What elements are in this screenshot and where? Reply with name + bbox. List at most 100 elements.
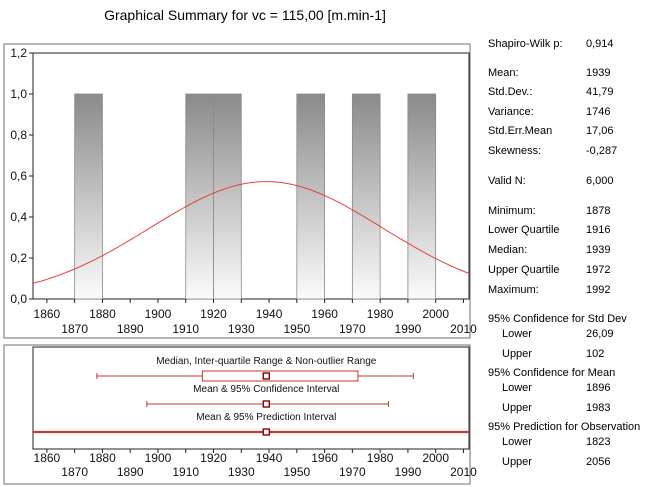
- y-tick-label: 1,0: [10, 87, 27, 101]
- stat-value: 1983: [586, 402, 611, 414]
- pi-observation-upper: Upper 2056: [488, 456, 650, 470]
- stat-value: 0,914: [586, 38, 614, 50]
- x-tick-label: 1870: [61, 322, 88, 336]
- pi-observation-header: 95% Prediction for Observation: [488, 421, 650, 435]
- stat-upper-quartile: Upper Quartile 1972: [488, 264, 650, 278]
- histogram-bar: [407, 93, 437, 300]
- section-header: 95% Prediction for Observation: [488, 421, 641, 433]
- x-tick-label: 1900: [145, 307, 172, 321]
- box-row-label: Mean & 95% Prediction Interval: [196, 412, 336, 423]
- x-tick-label: 1990: [395, 465, 422, 479]
- ci-mean-upper: Upper 1983: [488, 402, 650, 416]
- stat-value: 1992: [586, 284, 611, 296]
- chart-canvas: 0,0 0,2 0,4 0,6 0,8 1,0 1,2 1860 1880 1900 1920 194…: [3, 43, 477, 485]
- stat-label: Upper Quartile: [488, 264, 560, 276]
- x-tick-label: 1880: [89, 451, 116, 465]
- stat-value: 41,79: [586, 86, 614, 98]
- ci-std-dev-upper: Upper 102: [488, 348, 650, 362]
- stat-label: Std.Dev.:: [488, 86, 533, 98]
- x-tick-label: 1880: [89, 307, 116, 321]
- stat-value: 6,000: [586, 175, 614, 187]
- x-tick-label: 1860: [34, 307, 61, 321]
- pi-observation-lower: Lower 1823: [488, 436, 650, 450]
- center-marker: [262, 428, 270, 436]
- stat-median: Median: 1939: [488, 244, 650, 258]
- histogram-bar: [213, 93, 242, 300]
- box-panel: [3, 344, 471, 485]
- stat-label: Skewness:: [488, 145, 542, 157]
- ci-mean-header: 95% Confidence for Mean: [488, 367, 650, 381]
- histogram-bar: [351, 93, 381, 300]
- x-tick-label: 1860: [34, 451, 61, 465]
- stat-label: Minimum:: [488, 205, 536, 217]
- stat-label: Lower: [502, 436, 532, 448]
- stat-lower-quartile: Lower Quartile 1916: [488, 224, 650, 238]
- stat-value: 1896: [586, 382, 611, 394]
- stat-value: -0,287: [586, 145, 618, 157]
- stat-label: Mean:: [488, 67, 519, 79]
- stat-label: Maximum:: [488, 284, 539, 296]
- ci-mean-lower: Lower 1896: [488, 382, 650, 396]
- x-tick-label: 1890: [117, 322, 144, 336]
- x-tick-label: 1990: [395, 322, 422, 336]
- y-tick-label: 0,8: [10, 128, 27, 142]
- stat-value: 1972: [586, 264, 611, 276]
- x-tick-label: 2010: [450, 322, 477, 336]
- y-tick-label: 1,2: [10, 46, 27, 60]
- x-tick-label: 1970: [339, 465, 366, 479]
- x-tick-label: 1910: [172, 465, 199, 479]
- y-tick-label: 0,0: [10, 292, 27, 306]
- stat-label: Upper: [502, 456, 532, 468]
- stat-variance: Variance: 1746: [488, 106, 650, 120]
- chart-title: Graphical Summary for vc = 115,00 [m.min…: [104, 7, 386, 23]
- x-tick-label: 1900: [145, 451, 172, 465]
- stat-label: Median:: [488, 244, 528, 256]
- stat-value: 1939: [586, 67, 611, 79]
- stat-label: Lower: [502, 328, 532, 340]
- x-tick-label: 1950: [283, 465, 310, 479]
- x-tick-label: 1980: [367, 307, 394, 321]
- stat-std-dev: Std.Dev.: 41,79: [488, 86, 650, 100]
- stat-label: Upper: [502, 402, 532, 414]
- center-marker: [262, 372, 270, 380]
- x-tick-label: 1960: [311, 307, 338, 321]
- y-tick-label: 0,4: [10, 210, 27, 224]
- stat-label: Upper: [502, 348, 532, 360]
- x-tick-label: 1940: [256, 307, 283, 321]
- y-tick-label: 0,6: [10, 169, 27, 183]
- box-row-label: Median, Inter-quartile Range & Non-outli…: [156, 356, 377, 367]
- x-tick-label: 1980: [367, 451, 394, 465]
- stat-value: 1939: [586, 244, 611, 256]
- x-tick-label: 1920: [200, 307, 227, 321]
- histogram-bar: [296, 93, 325, 300]
- stat-value: 1746: [586, 106, 611, 118]
- section-header: 95% Confidence for Mean: [488, 367, 616, 379]
- stat-value: 102: [586, 348, 605, 360]
- stat-skewness: Skewness: -0,287: [488, 145, 650, 159]
- stat-label: Variance:: [488, 106, 534, 118]
- stat-value: 17,06: [586, 125, 614, 137]
- histogram-bar: [185, 93, 214, 300]
- normal-curve: [32, 181, 470, 284]
- box-plot-area: [32, 346, 470, 450]
- section-header: 95% Confidence for Std Dev: [488, 313, 627, 325]
- stat-minimum: Minimum: 1878: [488, 205, 650, 219]
- stat-label: Shapiro-Wilk p:: [488, 38, 563, 50]
- x-tick-label: 1870: [61, 465, 88, 479]
- stat-value: 2056: [586, 456, 611, 468]
- stat-value: 1916: [586, 224, 611, 236]
- center-marker: [262, 400, 270, 408]
- x-tick-label: 2000: [422, 451, 449, 465]
- stat-value: 1823: [586, 436, 611, 448]
- ci-std-dev-header: 95% Confidence for Std Dev: [488, 313, 650, 327]
- stat-value: 26,09: [586, 328, 614, 340]
- x-tick-label: 2010: [450, 465, 477, 479]
- stat-valid-n: Valid N: 6,000: [488, 175, 650, 189]
- iqr-box: [201, 370, 359, 382]
- x-tick-label: 2000: [422, 307, 449, 321]
- x-tick-label: 1890: [117, 465, 144, 479]
- histogram-bar: [74, 93, 103, 300]
- x-tick-label: 1950: [283, 322, 310, 336]
- stat-value: 1878: [586, 205, 611, 217]
- stat-shapiro: Shapiro-Wilk p: 0,914: [488, 38, 650, 52]
